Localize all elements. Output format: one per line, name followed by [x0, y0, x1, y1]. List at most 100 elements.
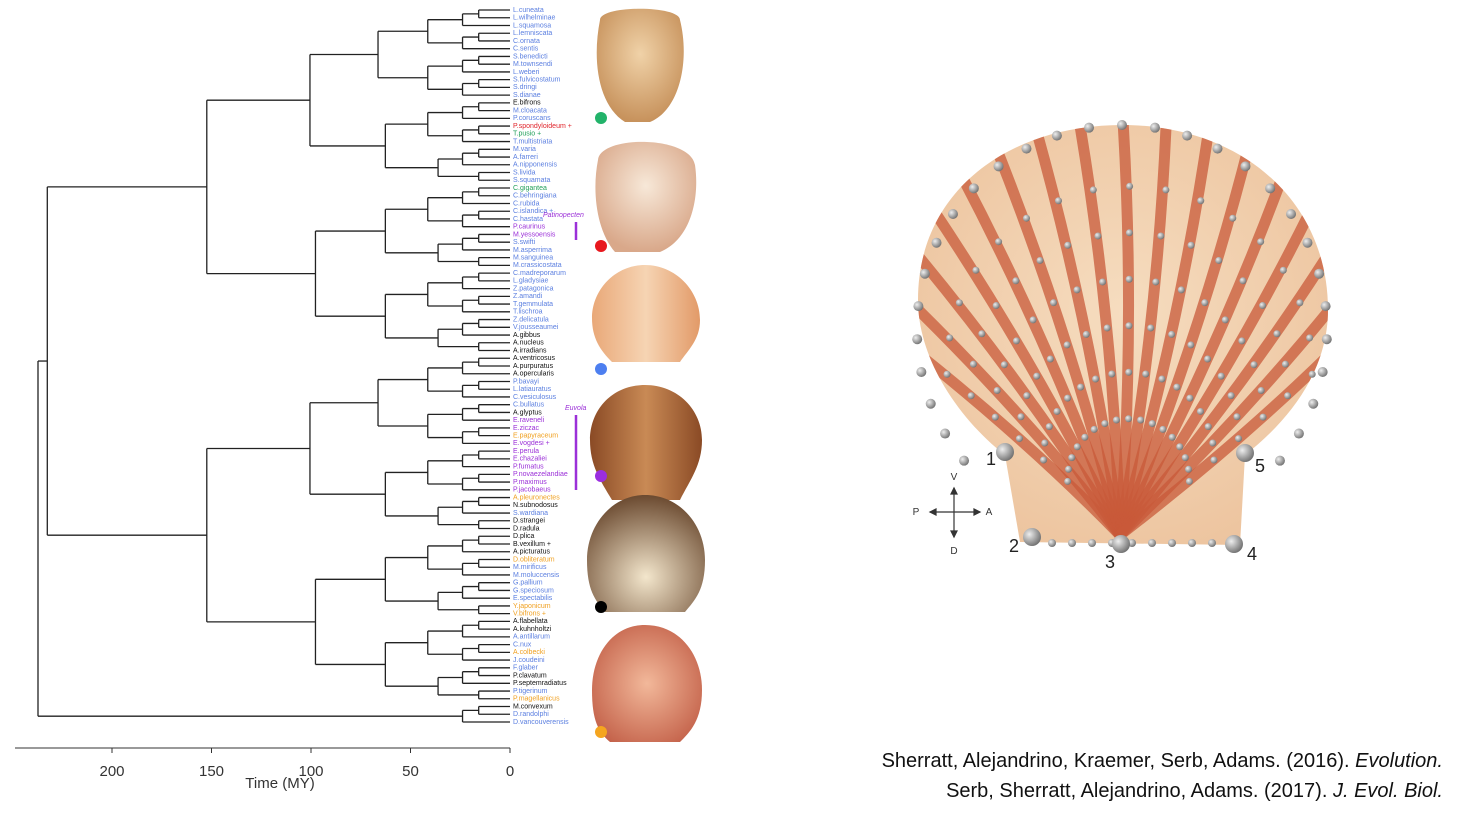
- tip-label: A.irradians: [513, 347, 547, 354]
- tick-label: 150: [199, 763, 224, 780]
- semilandmark: [1212, 143, 1223, 154]
- semilandmark: [968, 183, 979, 194]
- semilandmark: [1064, 241, 1072, 249]
- tip-label: T.pusio +: [513, 131, 541, 138]
- direction-labels: P A V D: [913, 472, 993, 557]
- tip-label: M.sanguinea: [513, 254, 553, 261]
- tip-label: S.livida: [513, 169, 536, 176]
- semilandmark: [1101, 420, 1109, 428]
- semilandmark: [1181, 454, 1189, 462]
- tip-label: L.latiauratus: [513, 386, 552, 393]
- tip-label: M.cloacata: [513, 107, 547, 114]
- tip-label: A.picturatus: [513, 549, 550, 556]
- semilandmark: [1065, 465, 1073, 473]
- rib: [1115, 170, 1289, 538]
- tip-label: E.bifrons: [513, 100, 541, 107]
- semilandmark: [959, 455, 970, 466]
- semilandmark: [1209, 439, 1217, 447]
- semilandmark: [1046, 355, 1054, 363]
- citation-authors: Sherratt, Alejandrino, Kraemer, Serb, Ad…: [881, 750, 1350, 772]
- clade-label: Euvola: [565, 405, 587, 412]
- semilandmark: [1073, 443, 1081, 451]
- tip-label: C.vesiculosus: [513, 394, 557, 401]
- semilandmark: [1257, 238, 1265, 246]
- tip-label: P.bavayi: [513, 378, 539, 385]
- tip-label: P.caurinus: [513, 224, 546, 231]
- semilandmark: [1204, 423, 1212, 431]
- semilandmark: [1185, 477, 1193, 485]
- semilandmark: [1125, 415, 1133, 423]
- semilandmark: [1103, 324, 1111, 332]
- tip-label: P.tigerinum: [513, 688, 548, 695]
- tip-label: C.hastata: [513, 216, 543, 223]
- tip-label: E.perula: [513, 448, 539, 455]
- orientation: [928, 486, 982, 539]
- tip-label: S.dianae: [513, 92, 541, 99]
- semilandmark: [1036, 256, 1044, 264]
- tip-label: S.benedicti: [513, 53, 548, 60]
- tip-label: D.strangei: [513, 518, 545, 525]
- tip-label: A.flabellata: [513, 618, 548, 625]
- semilandmark: [1235, 435, 1243, 443]
- semilandmark: [1148, 420, 1156, 428]
- semilandmark: [1187, 241, 1195, 249]
- tip-label: E.papyraceum: [513, 432, 558, 439]
- rib: [1028, 125, 1126, 536]
- semilandmark: [993, 161, 1004, 172]
- semilandmark: [1239, 277, 1247, 285]
- tip-label: A.pleuronectes: [513, 494, 560, 501]
- tip-label: V.jousseaumei: [513, 324, 559, 331]
- tip-label: P.maximus: [513, 479, 547, 486]
- semilandmark: [1250, 361, 1258, 369]
- semilandmark: [1196, 407, 1204, 415]
- rib: [1114, 125, 1216, 537]
- rib: [1114, 125, 1135, 536]
- semilandmark: [912, 334, 923, 345]
- semilandmark: [1215, 256, 1223, 264]
- semilandmark: [1185, 465, 1193, 473]
- semilandmark: [1168, 330, 1176, 338]
- semilandmark: [1173, 383, 1181, 391]
- semilandmark: [1084, 122, 1095, 133]
- tip-label: A.antillarum: [513, 634, 550, 641]
- semilandmark: [1092, 375, 1100, 383]
- tip-label: A.nucleus: [513, 340, 544, 347]
- landmark: [1023, 528, 1041, 546]
- tip-label: E.spectabilis: [513, 595, 553, 602]
- landmark: [1236, 444, 1254, 462]
- semilandmark: [1064, 394, 1072, 402]
- semilandmark: [1015, 435, 1023, 443]
- tip-label: M.varia: [513, 146, 536, 153]
- shell-ribs: [918, 125, 1328, 540]
- semilandmark: [1188, 539, 1196, 547]
- semilandmark: [1229, 214, 1237, 222]
- semilandmark: [1148, 539, 1156, 547]
- semilandmark: [946, 334, 954, 342]
- semilandmark: [1259, 302, 1267, 310]
- semilandmark: [1238, 337, 1246, 345]
- semilandmark: [1051, 130, 1062, 141]
- landmark: [1225, 535, 1243, 553]
- tip-label: A.ventricosus: [513, 355, 556, 362]
- tip-label: C.islandica +: [513, 208, 553, 215]
- tip-label: V.bifrons +: [513, 610, 546, 617]
- tip-label: P.fumatus: [513, 463, 544, 470]
- semilandmark: [995, 238, 1003, 246]
- tip-label: A.glyptus: [513, 409, 542, 416]
- semilandmark: [1314, 268, 1325, 279]
- semilandmark: [1117, 120, 1127, 130]
- tip-label: M.moluccensis: [513, 572, 560, 579]
- semilandmark: [1064, 477, 1072, 485]
- tip-label: Z.patagonica: [513, 285, 554, 292]
- citation-journal: Evolution.: [1355, 750, 1443, 772]
- tip-label: P.jacobaeus: [513, 487, 551, 494]
- tip-label: C.rubida: [513, 200, 540, 207]
- tip-label: L.cuneata: [513, 7, 544, 14]
- semilandmark: [1240, 161, 1251, 172]
- tip-label: A.colbecki: [513, 649, 545, 656]
- rib: [1115, 205, 1317, 539]
- semilandmark: [1308, 370, 1316, 378]
- semilandmark: [1125, 229, 1133, 237]
- phylogeny: [37, 9, 510, 723]
- landmark-numbers: 1 2 3 4 5: [986, 449, 1265, 572]
